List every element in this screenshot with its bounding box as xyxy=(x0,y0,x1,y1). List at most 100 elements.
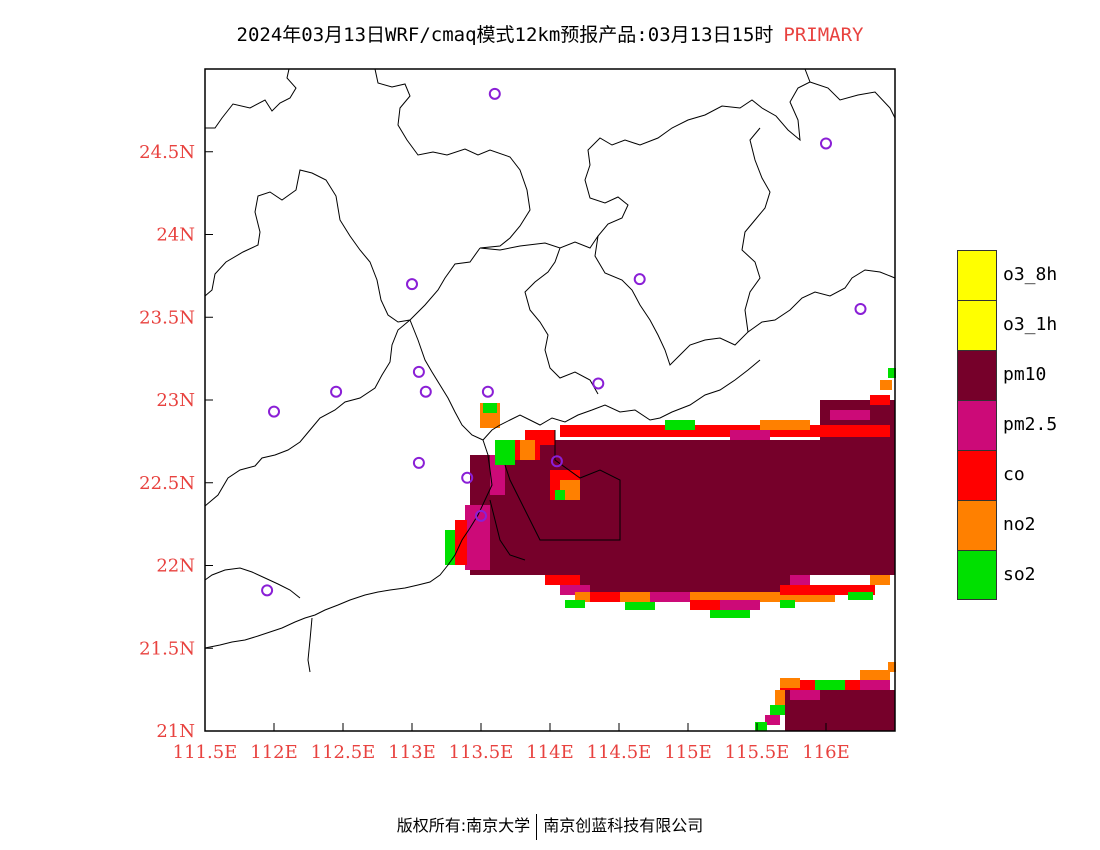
legend-swatch xyxy=(957,300,997,350)
boundary-line xyxy=(374,68,531,249)
x-tick-label: 111.5E xyxy=(173,742,238,763)
boundary-line xyxy=(747,269,896,333)
y-tick-label: 24.5N xyxy=(139,142,195,163)
x-tick-label: 114E xyxy=(526,742,574,763)
boundary-line xyxy=(504,430,621,541)
so2-cell xyxy=(665,420,695,430)
y-tick-label: 21.5N xyxy=(139,638,195,659)
footer-right: 南京创蓝科技有限公司 xyxy=(543,816,704,835)
boundary-line xyxy=(205,68,297,129)
pm2.5-cell xyxy=(765,715,780,725)
y-tick-label: 22N xyxy=(156,556,195,577)
so2-cell xyxy=(848,592,873,600)
station-marker xyxy=(330,385,343,398)
legend-swatch xyxy=(957,500,997,550)
legend-label: o3_1h xyxy=(1003,314,1058,335)
co-cell xyxy=(545,575,580,585)
boundary-line xyxy=(204,567,301,599)
station-marker xyxy=(488,87,501,100)
so2-cell xyxy=(710,610,750,618)
no2-cell xyxy=(860,670,890,680)
boundary-line xyxy=(307,617,313,673)
station-marker xyxy=(481,385,494,398)
title-main: 2024年03月13日WRF/cmaq模式12km预报产品:03月13日15时 xyxy=(236,24,774,46)
pm2.5-cell xyxy=(860,680,890,690)
co-cell xyxy=(780,585,875,595)
pm2.5-cell xyxy=(730,430,770,440)
y-tick-label: 22.5N xyxy=(139,473,195,494)
station-marker xyxy=(261,584,274,597)
no2-cell xyxy=(780,678,800,688)
so2-cell xyxy=(565,600,585,608)
pm2.5-cell xyxy=(650,592,690,602)
pollutant-grid xyxy=(445,368,896,731)
monitoring-stations xyxy=(261,87,867,597)
so2-cell xyxy=(888,368,896,378)
station-marker xyxy=(550,455,563,468)
boundary-lines xyxy=(204,68,896,673)
footer-divider xyxy=(536,813,538,840)
so2-cell xyxy=(555,490,565,500)
station-marker xyxy=(633,273,646,286)
legend-swatch xyxy=(957,550,997,600)
station-marker xyxy=(475,509,487,522)
pm2.5-cell xyxy=(830,410,870,420)
map-title: 2024年03月13日WRF/cmaq模式12km预报产品:03月13日15时 P… xyxy=(0,20,1100,47)
so2-cell xyxy=(770,705,785,715)
station-marker xyxy=(412,365,425,378)
boundary-line xyxy=(204,439,493,649)
co-cell xyxy=(590,592,620,602)
so2-cell xyxy=(780,600,795,608)
legend-item: pm10 xyxy=(957,350,1097,400)
y-tick-label: 23.5N xyxy=(139,307,195,328)
legend-swatch xyxy=(957,400,997,450)
boundary-line xyxy=(204,319,411,507)
pm2.5-cell xyxy=(790,575,810,585)
pollutant-legend: o3_8h o3_1h pm10 pm2.5 co no2 so2 xyxy=(957,250,1097,600)
no2-cell xyxy=(880,380,892,390)
legend-label: pm2.5 xyxy=(1003,414,1058,435)
axis-ticks: 111.5E 112E 112.5E 113E 113.5E 114E 114.5E 115E… xyxy=(139,142,850,763)
x-tick-label: 113E xyxy=(388,742,436,763)
no2-cell xyxy=(870,575,890,585)
so2-cell xyxy=(445,530,455,565)
x-tick-label: 115.5E xyxy=(725,742,790,763)
no2-cell xyxy=(760,420,810,430)
x-tick-label: 114.5E xyxy=(587,742,652,763)
no2-cell xyxy=(888,662,896,672)
boundary-line xyxy=(482,359,761,441)
so2-cell xyxy=(495,440,515,465)
copyright-footer: 版权所有:南京大学 南京创蓝科技有限公司 xyxy=(0,812,1100,840)
station-marker xyxy=(592,377,605,390)
title-tag: PRIMARY xyxy=(783,24,864,46)
no2-cell xyxy=(775,690,785,705)
legend-item: so2 xyxy=(957,550,1097,600)
boundary-line xyxy=(489,499,526,561)
boundary-line xyxy=(479,68,811,251)
x-tick-label: 112.5E xyxy=(311,742,376,763)
co-cell xyxy=(870,395,890,405)
pm2.5-cell xyxy=(720,600,760,610)
station-marker xyxy=(854,302,867,315)
boundary-line xyxy=(524,247,599,395)
legend-item: o3_8h xyxy=(957,250,1097,300)
station-marker xyxy=(461,471,474,484)
y-tick-label: 21N xyxy=(156,721,195,742)
x-tick-label: 115E xyxy=(664,742,712,763)
legend-swatch xyxy=(957,250,997,300)
no2-cell xyxy=(520,440,535,460)
legend-label: pm10 xyxy=(1003,364,1047,385)
x-tick-label: 116E xyxy=(802,742,850,763)
legend-item: pm2.5 xyxy=(957,400,1097,450)
pm2.5-cell xyxy=(790,690,820,700)
legend-label: so2 xyxy=(1003,564,1036,585)
so2-cell xyxy=(625,602,655,610)
legend-label: co xyxy=(1003,464,1025,485)
boundary-line xyxy=(409,319,484,441)
legend-label: no2 xyxy=(1003,514,1036,535)
no2-cell xyxy=(575,592,835,602)
legend-label: o3_8h xyxy=(1003,264,1058,285)
x-tick-label: 112E xyxy=(250,742,298,763)
footer-left: 版权所有:南京大学 xyxy=(396,816,531,835)
